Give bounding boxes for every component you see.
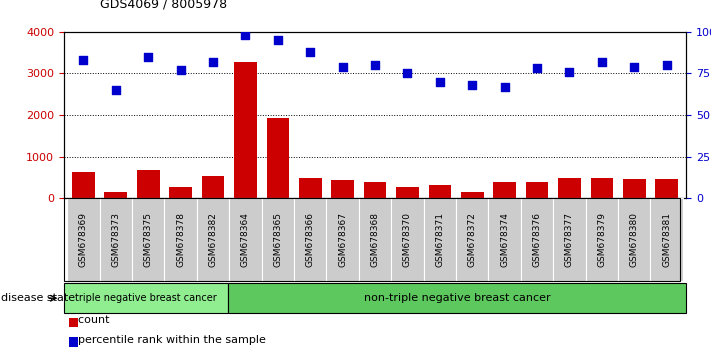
Text: GSM678378: GSM678378	[176, 212, 185, 267]
Text: GSM678366: GSM678366	[306, 212, 315, 267]
Bar	[461, 192, 483, 198]
Bar	[164, 198, 197, 281]
Bar	[202, 176, 225, 198]
Bar	[488, 198, 521, 281]
Point	[208, 59, 219, 65]
Text: GSM678381: GSM678381	[662, 212, 671, 267]
Bar	[396, 187, 419, 198]
Text: GSM678373: GSM678373	[112, 212, 120, 267]
Text: GSM678376: GSM678376	[533, 212, 542, 267]
Bar	[521, 198, 553, 281]
Point	[77, 57, 89, 63]
Text: GSM678374: GSM678374	[500, 212, 509, 267]
Bar	[359, 198, 391, 281]
Bar	[105, 192, 127, 198]
Bar	[229, 198, 262, 281]
Text: count: count	[71, 315, 109, 325]
Bar	[197, 198, 229, 281]
Text: GSM678370: GSM678370	[403, 212, 412, 267]
Text: GSM678371: GSM678371	[435, 212, 444, 267]
Point	[402, 71, 413, 76]
Text: GSM678369: GSM678369	[79, 212, 88, 267]
Text: percentile rank within the sample: percentile rank within the sample	[71, 335, 266, 345]
Text: GSM678382: GSM678382	[208, 212, 218, 267]
Bar	[262, 198, 294, 281]
Text: GSM678368: GSM678368	[370, 212, 380, 267]
Bar	[553, 198, 586, 281]
Point	[370, 62, 381, 68]
Bar	[456, 198, 488, 281]
Bar	[591, 178, 613, 198]
Bar	[429, 185, 451, 198]
Bar	[137, 170, 159, 198]
Bar	[267, 118, 289, 198]
Text: triple negative breast cancer: triple negative breast cancer	[75, 293, 217, 303]
Bar	[586, 198, 618, 281]
Point	[240, 32, 251, 38]
Bar	[64, 283, 228, 313]
Bar	[294, 198, 326, 281]
Bar	[558, 178, 581, 198]
Bar	[228, 283, 686, 313]
Bar	[656, 179, 678, 198]
Bar	[493, 182, 516, 198]
Bar	[326, 198, 359, 281]
Point	[531, 65, 542, 71]
Point	[272, 37, 284, 43]
Bar	[72, 172, 95, 198]
Bar	[424, 198, 456, 281]
Text: GSM678380: GSM678380	[630, 212, 638, 267]
Bar	[651, 198, 683, 281]
Text: GDS4069 / 8005978: GDS4069 / 8005978	[100, 0, 227, 11]
Bar	[68, 198, 100, 281]
Point	[629, 64, 640, 70]
Point	[175, 67, 186, 73]
Bar	[391, 198, 424, 281]
Bar	[299, 178, 321, 198]
Bar	[234, 62, 257, 198]
Text: GSM678372: GSM678372	[468, 212, 477, 267]
Text: GSM678377: GSM678377	[565, 212, 574, 267]
Point	[110, 87, 122, 93]
Text: GSM678375: GSM678375	[144, 212, 153, 267]
Bar	[100, 198, 132, 281]
Bar	[618, 198, 651, 281]
Bar	[364, 182, 386, 198]
Bar	[132, 198, 164, 281]
Point	[337, 64, 348, 70]
Point	[564, 69, 575, 75]
Point	[499, 84, 510, 90]
Text: GSM678364: GSM678364	[241, 212, 250, 267]
Text: GSM678365: GSM678365	[273, 212, 282, 267]
Text: non-triple negative breast cancer: non-triple negative breast cancer	[363, 293, 550, 303]
Bar	[169, 187, 192, 198]
Point	[466, 82, 478, 88]
Text: GSM678367: GSM678367	[338, 212, 347, 267]
Text: GSM678379: GSM678379	[597, 212, 606, 267]
Point	[597, 59, 608, 65]
Bar	[331, 180, 354, 198]
Point	[434, 79, 446, 85]
Point	[142, 54, 154, 59]
Point	[661, 62, 673, 68]
Bar	[525, 182, 548, 198]
Text: disease state: disease state	[1, 293, 75, 303]
Point	[304, 49, 316, 55]
Bar	[623, 179, 646, 198]
